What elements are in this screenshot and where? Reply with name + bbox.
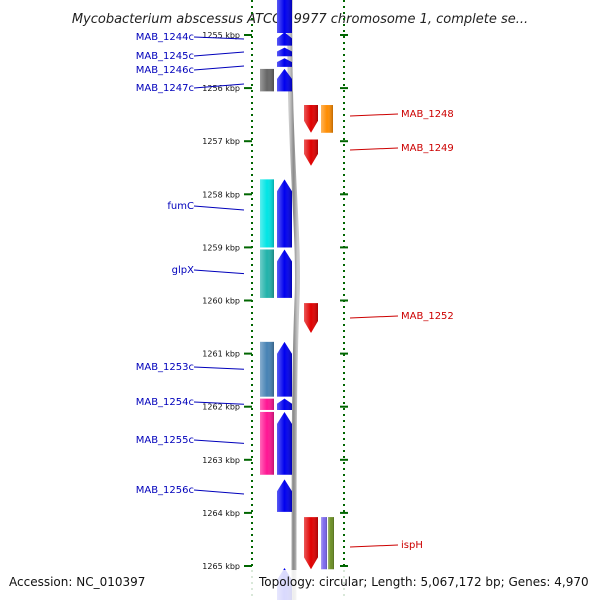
footer-background (0, 570, 600, 600)
scale-tick-label: 1256 kbp (202, 84, 240, 93)
gene-label-mab_1254c[interactable]: MAB_1254c (136, 397, 194, 408)
cog-block-mab_1255c (260, 411, 274, 475)
scale-tick-label: 1257 kbp (202, 137, 240, 146)
gene-arrow-mab_1248[interactable] (304, 105, 318, 133)
cog-block-fumc (260, 179, 274, 248)
leader-line (193, 51, 245, 57)
leader-line (193, 205, 245, 211)
leader-line (349, 544, 399, 548)
gene-label-mab_1253c[interactable]: MAB_1253c (136, 362, 194, 373)
gene-label-mab_1245c[interactable]: MAB_1245c (136, 51, 194, 62)
gene-label-mab_1255c[interactable]: MAB_1255c (136, 435, 194, 446)
leader-line (193, 83, 245, 89)
gene-label-mab_1249[interactable]: MAB_1249 (401, 143, 454, 154)
gene-arrow-mab_1255c[interactable] (277, 411, 292, 475)
gene-label-isph[interactable]: ispH (401, 540, 423, 551)
leader-line (193, 489, 245, 495)
gene-arrow-mab_1249[interactable] (304, 139, 318, 166)
gene-layer (260, 0, 334, 600)
leader-line (349, 147, 399, 151)
scale-tick-label: 1260 kbp (202, 297, 240, 306)
gene-arrow-mab_1246c[interactable] (277, 58, 292, 67)
cog-block-mab_1253c (260, 341, 274, 397)
leader-line (349, 113, 399, 117)
gene-arrow-fumc[interactable] (277, 179, 292, 248)
map-title: Mycobacterium abscessus ATCC 19977 chrom… (72, 12, 528, 27)
gene-arrow-partial-top[interactable] (277, 0, 292, 33)
scale-tick-label: 1262 kbp (202, 403, 240, 412)
scale-tick-label: 1255 kbp (202, 31, 240, 40)
scale-tick-label: 1259 kbp (202, 243, 240, 252)
gene-arrow-mab_1253c[interactable] (277, 341, 292, 397)
summary-text: Topology: circular; Length: 5,067,172 bp… (258, 575, 589, 589)
cog-block-mab_1248 (321, 105, 333, 133)
gene-arrow-glpx[interactable] (277, 249, 292, 298)
gene-arrow-mab_1256c[interactable] (277, 479, 292, 512)
gene-arrow-isph[interactable] (304, 517, 318, 570)
scale-tick-label: 1263 kbp (202, 456, 240, 465)
track-layer: 1255 kbp 1256 kbp 1257 kbp 1258 kbp 1259 kbp… (202, 0, 348, 600)
leader-line (193, 65, 245, 71)
leader-line (193, 269, 245, 275)
gene-arrow-mab_1254c[interactable] (277, 398, 292, 410)
gene-label-mab_1246c[interactable]: MAB_1246c (136, 65, 194, 76)
gene-arrow-mab_1252[interactable] (304, 303, 318, 333)
cog-block-mab_1247c (260, 68, 274, 92)
gene-label-mab_1248[interactable]: MAB_1248 (401, 109, 454, 120)
cog-block-isph (321, 517, 334, 570)
cog-block-mab_1254c (260, 398, 274, 410)
gene-label-glpx[interactable]: glpX (172, 265, 194, 276)
leader-line (193, 36, 245, 40)
gene-label-mab_1247c[interactable]: MAB_1247c (136, 83, 194, 94)
accession-text: Accession: NC_010397 (9, 575, 145, 589)
gene-label-mab_1252[interactable]: MAB_1252 (401, 311, 454, 322)
leader-line (193, 401, 245, 405)
scale-tick-label: 1264 kbp (202, 509, 240, 518)
cog-block-glpx (260, 249, 274, 298)
gene-label-mab_1244c[interactable]: MAB_1244c (136, 32, 194, 43)
leader-line (193, 439, 245, 444)
gene-arrow-mab_1244c[interactable] (277, 32, 292, 46)
leader-line (193, 366, 245, 370)
sequence-backbone (287, 0, 300, 600)
scale-tick-label: 1261 kbp (202, 350, 240, 359)
scale-tick-label: 1265 kbp (202, 562, 240, 571)
gene-label-fumc[interactable]: fumC (167, 201, 194, 212)
leader-line (349, 315, 399, 319)
label-layer: MAB_1244c MAB_1245c MAB_1246c MAB_1247c MAB_… (136, 32, 454, 551)
gene-arrow-mab_1245c[interactable] (277, 47, 292, 57)
gene-label-mab_1256c[interactable]: MAB_1256c (136, 485, 194, 496)
gene-arrow-mab_1247c[interactable] (277, 68, 292, 92)
scale-tick-label: 1258 kbp (202, 190, 240, 199)
